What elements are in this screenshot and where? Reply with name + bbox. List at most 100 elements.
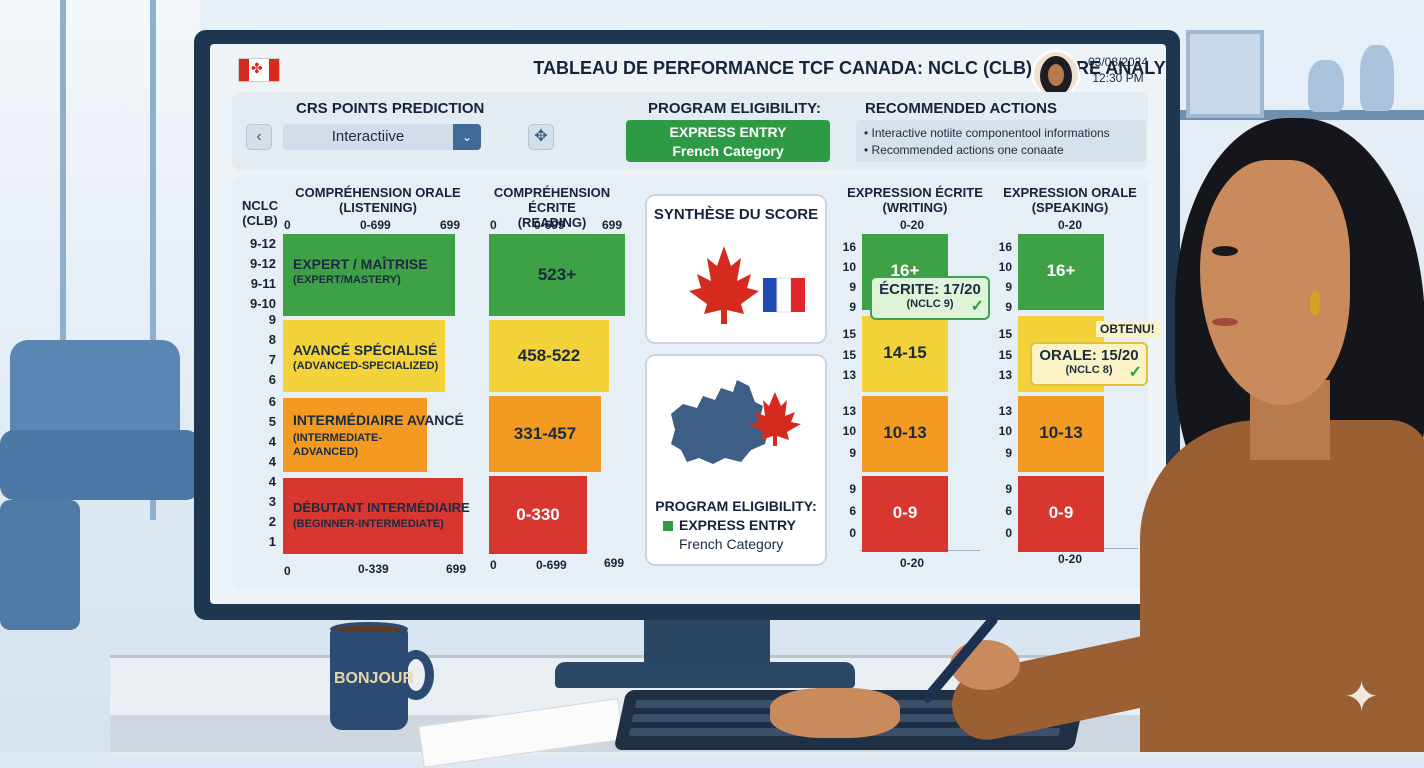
nclc-tick-label: 9-11 (250, 276, 276, 291)
reading-bottom-tick: 0 (490, 558, 497, 572)
speaking-bar-label: 10-13 (1039, 423, 1083, 442)
express-entry-button[interactable]: EXPRESS ENTRY French Category (626, 120, 830, 162)
reading-bar-label: 523+ (537, 265, 577, 284)
speaking-tick-label: 9 (1005, 482, 1012, 496)
speaking-tick-label: 10 (998, 424, 1012, 438)
reading-bar-label: 458-522 (517, 346, 581, 365)
listening-bar-label: AVANCÉ SPÉCIALISÉ (293, 342, 438, 358)
woman-face (1200, 160, 1350, 405)
speaking-tick-label: 9 (1005, 280, 1012, 294)
woman-eye (1212, 246, 1238, 256)
nclc-tick-label: 2 (268, 514, 276, 529)
earring (1310, 290, 1320, 316)
writing-top-tick: 0-20 (900, 218, 925, 232)
writing-header: EXPRESSION ÉCRITE (WRITING) (840, 185, 990, 215)
recommended-title: RECOMMENDED ACTIONS (865, 100, 1057, 117)
nclc-tick-label: 5 (268, 414, 276, 429)
stool (0, 500, 80, 630)
writing-bar: 0-9 (862, 476, 948, 552)
synthese-title: SYNTHÈSE DU SCORE (653, 206, 819, 223)
speaking-header-title: EXPRESSION ORALE (1003, 185, 1137, 200)
coffee-mug (330, 628, 408, 730)
writing-bar-label: 16+ (890, 261, 920, 280)
woman-hand-typing (770, 688, 900, 738)
speaking-tick-label: 13 (998, 368, 1012, 382)
nclc-tick-label: 9-10 (249, 296, 276, 311)
reading-top-tick: 0 (490, 218, 497, 232)
writing-tick-label: 9 (849, 300, 856, 314)
listening-bar: DÉBUTANT INTERMÉDIAIRE (BEGINNER-INTERMED… (283, 478, 470, 554)
nclc-tick-label: 4 (268, 434, 276, 449)
sparkle-icon: ✦ (1344, 673, 1380, 720)
listening-bottom-tick: 0-339 (358, 562, 389, 576)
recommended-item: • Interactive notiite componentool infor… (864, 126, 1110, 140)
speaking-bottom-tick: 0-20 (1058, 552, 1083, 566)
nclc-tick-label: 9 (268, 312, 276, 327)
nclc-tick-label: 4 (268, 474, 276, 489)
reading-top-tick: 699 (602, 218, 623, 232)
dashboard-screen: ✤ TABLEAU DE PERFORMANCE TCF CANADA: NCL… (210, 44, 1166, 604)
listening-bar-sub: (INTERMEDIATE- (293, 432, 383, 444)
writing-tick-label: 9 (849, 280, 856, 294)
speaking-tick-label: 13 (998, 404, 1012, 418)
recommended-actions-box: • Interactive notiite componentool infor… (856, 120, 1146, 162)
nclc-label: NCLC (242, 198, 279, 213)
check-icon: ✓ (1128, 364, 1142, 381)
writing-header-title: EXPRESSION ÉCRITE (847, 185, 983, 200)
listening-bar-sub: (ADVANCED-SPECIALIZED) (293, 360, 439, 372)
recommended-item: • Recommended actions one conaate (864, 143, 1064, 157)
reading-header: COMPRÉHENSION ÉCRITE (READING) (472, 185, 632, 230)
writing-bar-label: 10-13 (883, 423, 927, 442)
chevron-down-icon[interactable]: ⌄ (453, 124, 481, 150)
writing-bar-label: 0-9 (892, 503, 918, 522)
writing-bar-label: 14-15 (883, 343, 927, 362)
mug-label: BONJOUR (334, 670, 415, 687)
canada-maple-leaf-icon (689, 246, 805, 324)
writing-tick-label: 16 (842, 240, 856, 254)
reading-header-sub: (READING) (517, 215, 587, 230)
nclc-tick-label: 7 (268, 352, 276, 367)
reading-bar: 331-457 (489, 396, 601, 472)
writing-tick-label: 6 (849, 504, 856, 518)
writing-tick-label: 15 (842, 327, 856, 341)
speaking-header: EXPRESSION ORALE (SPEAKING) (1000, 185, 1140, 215)
speaking-tick-label: 10 (998, 260, 1012, 274)
listening-bar-label: INTERMÉDIAIRE AVANCÉ (293, 412, 464, 428)
crs-title: CRS POINTS PREDICTION (296, 100, 485, 117)
speaking-tick-label: 15 (998, 327, 1012, 341)
speaking-tick-label: 9 (1005, 446, 1012, 460)
reading-bar-label: 331-457 (513, 424, 577, 443)
nclc-tick-label: 6 (268, 394, 276, 409)
coffee-surface (330, 622, 408, 636)
writing-score: ÉCRITE: 17/20 (879, 281, 981, 298)
reading-bottom-tick: 699 (604, 556, 625, 570)
speaking-tick-label: 15 (998, 348, 1012, 362)
reading-header-title: COMPRÉHENSION ÉCRITE (493, 185, 611, 215)
move-icon-button[interactable]: ✥ (528, 124, 554, 150)
listening-bar: INTERMÉDIAIRE AVANCÉ (INTERMEDIATE- ADVANC… (283, 398, 464, 472)
listening-bar: EXPERT / MAÎTRISE (EXPERT/MASTERY) (283, 234, 455, 316)
listening-header-title: COMPRÉHENSION ORALE (295, 185, 461, 200)
time-text: 12:30 PM (1092, 71, 1144, 85)
nclc-axis-label: NCLC (CLB) (242, 198, 278, 228)
obtenu-tag: OBTENU! (1096, 321, 1159, 337)
speaking-top-tick: 0-20 (1058, 218, 1083, 232)
eligibility-card-line1: EXPRESS ENTRY (679, 517, 796, 533)
writing-score-badge: ÉCRITE: 17/20 (NCLC 9) ✓ (870, 276, 990, 320)
speaking-bar-label: 16+ (1046, 261, 1076, 280)
listening-bar-sub: (BEGINNER-INTERMEDIATE) (293, 518, 444, 530)
reading-top-tick: 0-699 (534, 218, 565, 232)
listening-top-tick: 699 (440, 218, 461, 232)
writing-header-sub: (WRITING) (882, 200, 948, 215)
speaking-tick-label: 9 (1005, 300, 1012, 314)
nclc-tick-label: 9-12 (249, 236, 276, 251)
speaking-score-badge: ORALE: 15/20 (NCLC 8) ✓ (1030, 342, 1148, 386)
listening-bar-sub: (EXPERT/MASTERY) (293, 274, 401, 286)
express-entry-label: EXPRESS ENTRY (669, 124, 787, 140)
prev-button[interactable]: ‹ (246, 124, 272, 150)
reading-bar: 458-522 (489, 320, 609, 392)
crs-select[interactable]: Interactiive ⌄ (283, 124, 481, 150)
user-avatar[interactable] (1032, 50, 1080, 98)
writing-nclc: (NCLC 9) (906, 298, 954, 310)
wall-frame (1186, 30, 1264, 118)
